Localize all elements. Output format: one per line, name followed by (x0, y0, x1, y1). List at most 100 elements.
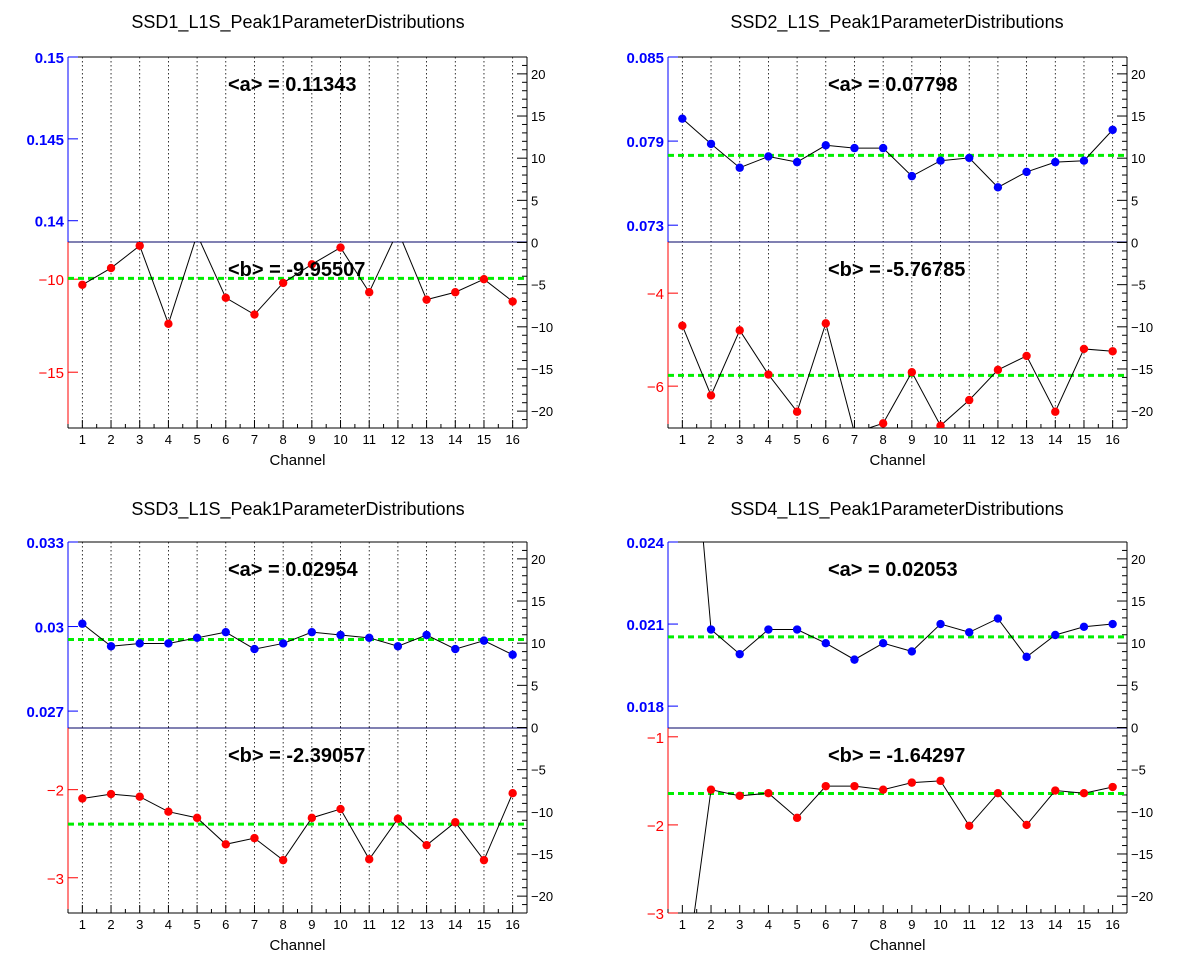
b-tick-label: −6 (647, 379, 664, 396)
right-tick-label: 0 (531, 721, 538, 736)
x-tick-label: 1 (679, 917, 686, 932)
right-tick-label: 20 (1131, 552, 1145, 567)
a-tick-label: 0.145 (26, 132, 64, 149)
b-point (936, 776, 945, 786)
b-series (78, 242, 517, 329)
a-point (907, 171, 917, 181)
b-point (1108, 782, 1117, 792)
b-point (878, 419, 888, 428)
b-point (1108, 347, 1117, 356)
a-point (850, 655, 859, 664)
x-tick-label: 4 (165, 432, 172, 447)
x-tick-label: 1 (679, 432, 686, 447)
x-axis-label: Channel (870, 452, 926, 469)
a-point (936, 619, 945, 629)
chart-title: SSD2_L1S_Peak1ParameterDistributions (730, 12, 1063, 33)
b-point (192, 813, 202, 823)
a-point (965, 153, 974, 163)
b-series-line (693, 780, 1113, 913)
b-point (792, 407, 802, 416)
a-point (993, 183, 1003, 192)
x-tick-label: 6 (222, 432, 229, 447)
right-tick-label: −5 (1131, 278, 1146, 293)
x-tick-label: 11 (362, 432, 376, 447)
x-tick-label: 14 (1048, 917, 1062, 932)
a-point (508, 650, 517, 659)
right-tick-label: 15 (1131, 594, 1145, 609)
right-tick-label: −5 (531, 278, 546, 293)
a-point (1022, 652, 1031, 662)
b-point (78, 280, 87, 289)
x-tick-label: 15 (477, 432, 491, 447)
a-point (1079, 622, 1089, 631)
b-series-line (681, 321, 1113, 428)
b-point (451, 818, 460, 827)
right-tick-label: −15 (1131, 362, 1153, 377)
a-point (706, 625, 716, 634)
a-tick-label: 0.021 (626, 617, 664, 634)
a-point (164, 639, 173, 648)
x-tick-label: 16 (505, 917, 519, 932)
a-point (422, 630, 431, 640)
x-tick-label: 2 (107, 432, 114, 447)
x-tick-label: 9 (308, 917, 315, 932)
b-point (965, 395, 974, 405)
a-point (821, 639, 830, 648)
right-tick-label: −15 (1131, 847, 1153, 862)
a-series (678, 114, 1117, 192)
a-point (1022, 167, 1031, 177)
a-point (250, 644, 259, 654)
a-point (336, 630, 345, 640)
b-mean-label: <b> = -5.76785 (828, 259, 965, 281)
a-series (78, 619, 517, 659)
a-mean-label: <a> = 0.07798 (828, 74, 958, 96)
b-point (479, 855, 489, 865)
b-point (706, 785, 716, 794)
b-point (993, 788, 1003, 798)
a-point (451, 644, 460, 654)
x-tick-label: 11 (362, 917, 376, 932)
a-point (993, 614, 1003, 623)
x-tick-label: 12 (991, 917, 1005, 932)
a-point (78, 619, 87, 628)
b-point (479, 275, 489, 284)
x-tick-label: 14 (448, 432, 462, 447)
b-point (307, 260, 317, 269)
a-point (221, 627, 230, 637)
b-point (78, 794, 87, 803)
b-point (393, 814, 403, 823)
b-point (422, 840, 431, 850)
b-point (336, 804, 345, 814)
x-tick-label: 13 (1019, 917, 1033, 932)
x-tick-label: 6 (822, 917, 829, 932)
right-tick-label: 15 (531, 109, 545, 124)
b-point (365, 855, 374, 864)
x-tick-label: 7 (851, 432, 858, 447)
a-point (821, 141, 830, 150)
b-point (336, 243, 345, 252)
b-point (365, 288, 374, 297)
b-point (1051, 407, 1060, 416)
x-tick-label: 3 (736, 432, 743, 447)
b-point (164, 319, 173, 329)
right-tick-label: −15 (531, 847, 553, 862)
a-point (735, 163, 744, 172)
a-series (702, 542, 1117, 664)
x-tick-label: 14 (448, 917, 462, 932)
right-tick-label: 0 (1131, 721, 1138, 736)
right-tick-label: 10 (531, 636, 545, 651)
b-point (850, 781, 859, 791)
b-point (106, 263, 116, 273)
b-point (907, 368, 917, 377)
x-tick-label: 12 (991, 432, 1005, 447)
b-tick-label: −15 (39, 365, 64, 382)
x-tick-label: 8 (880, 432, 887, 447)
a-point (850, 143, 859, 153)
a-point (764, 152, 773, 161)
x-tick-label: 4 (765, 917, 772, 932)
x-tick-label: 16 (1105, 917, 1119, 932)
x-tick-label: 7 (251, 432, 258, 447)
b-point (106, 789, 116, 799)
b-tick-label: −2 (647, 818, 664, 835)
